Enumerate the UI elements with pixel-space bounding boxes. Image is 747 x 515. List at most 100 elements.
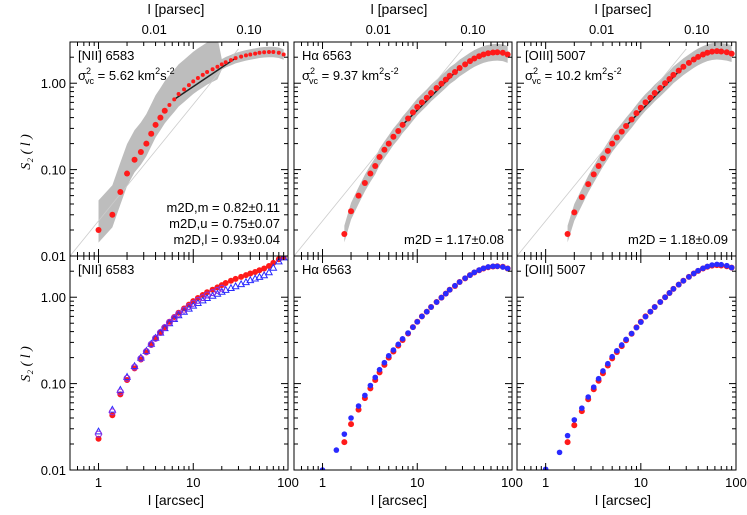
data-point xyxy=(685,59,692,66)
data-point xyxy=(590,384,597,390)
plot-area xyxy=(294,43,511,256)
data-point xyxy=(657,85,664,92)
data-point xyxy=(695,267,701,274)
sigma-annotation: σ2 vc = 9.37 km2s-2 xyxy=(302,66,399,86)
data-point xyxy=(428,90,435,97)
data-point xyxy=(647,308,654,315)
data-point xyxy=(419,313,425,320)
data-point xyxy=(489,49,496,56)
data-point xyxy=(680,277,687,284)
data-point xyxy=(578,194,585,201)
data-point xyxy=(381,146,388,153)
y-tick-label: 0.10 xyxy=(41,377,66,392)
panel-top-left: 0.01 0.10 0.01 0.10 1.00 [NII] 6583 σ2 vc = 5.6… xyxy=(41,22,289,264)
top-tick-label: 0.10 xyxy=(236,22,261,37)
data-point xyxy=(95,226,102,233)
data-point xyxy=(571,209,578,216)
data-point xyxy=(504,265,511,272)
x-tick-label: 100 xyxy=(277,475,299,490)
y-axis-label-top: S₂ ( l ) xyxy=(19,134,34,170)
data-point xyxy=(423,308,430,315)
data-point xyxy=(714,261,720,268)
x-tick-label: 1 xyxy=(542,475,549,490)
data-point xyxy=(152,121,159,128)
data-point xyxy=(670,71,677,78)
data-point xyxy=(264,267,274,276)
data-point xyxy=(399,336,406,342)
top-axis-label-2: l [parsec] xyxy=(371,1,428,17)
data-point xyxy=(428,304,434,310)
x-tick-label: 10 xyxy=(410,475,424,490)
data-point xyxy=(399,121,406,128)
data-point xyxy=(662,294,668,301)
top-tick-label: 0.10 xyxy=(460,22,485,37)
data-point xyxy=(605,360,611,367)
data-point xyxy=(376,153,383,160)
data-point xyxy=(485,50,492,57)
data-point xyxy=(228,58,233,63)
data-point xyxy=(446,286,453,293)
panel-top-middle: 0.01 0.10 Hα 6563 σ2 vc = 9.37 km2s-2 m2D = 1… xyxy=(293,22,513,257)
data-point xyxy=(571,422,578,429)
data-point xyxy=(157,114,164,121)
data-point xyxy=(585,181,592,188)
data-point xyxy=(666,75,673,82)
data-point xyxy=(480,51,487,58)
data-point xyxy=(595,375,602,382)
data-point xyxy=(142,346,151,354)
data-point xyxy=(274,257,283,265)
data-point xyxy=(670,286,677,292)
data-point xyxy=(405,115,412,122)
data-point xyxy=(409,109,416,116)
model-band xyxy=(98,42,284,243)
x-tick-label: 10 xyxy=(186,475,200,490)
data-point xyxy=(124,170,131,177)
data-point xyxy=(728,50,735,57)
data-point xyxy=(256,267,263,274)
top-axis-label-3: l [parsec] xyxy=(595,1,652,17)
data-point xyxy=(657,299,664,305)
data-point xyxy=(395,341,402,348)
data-point xyxy=(618,128,625,135)
data-point xyxy=(471,269,478,276)
data-point xyxy=(675,67,682,74)
data-point xyxy=(348,208,355,215)
data-point xyxy=(194,294,201,301)
data-point xyxy=(142,348,150,356)
data-point xyxy=(137,355,145,363)
data-point xyxy=(222,280,229,287)
data-point xyxy=(262,50,267,55)
data-point xyxy=(248,52,253,57)
x-tick-label: 10 xyxy=(634,475,648,490)
data-point xyxy=(633,110,640,117)
reference-line xyxy=(294,48,463,256)
data-point xyxy=(175,310,183,318)
data-point xyxy=(341,230,348,237)
data-point xyxy=(637,104,644,111)
data-point xyxy=(131,156,138,163)
data-point xyxy=(405,330,411,336)
data-point xyxy=(148,130,155,137)
data-point xyxy=(709,48,716,55)
top-axis-label-1: l [parsec] xyxy=(148,1,205,17)
panel-title: [OIII] 5007 xyxy=(525,48,586,63)
data-point xyxy=(232,275,239,282)
data-point xyxy=(109,211,116,218)
data-point xyxy=(564,432,571,439)
y-tick-label: 0.01 xyxy=(41,249,66,264)
data-point xyxy=(195,75,200,80)
data-point xyxy=(136,353,145,361)
data-point xyxy=(609,140,616,147)
panel-bottom-left: 1 10 100 0.01 0.10 1.00 [NII] 6583 xyxy=(41,255,299,490)
data-point xyxy=(170,314,179,323)
data-point xyxy=(614,347,620,354)
data-point xyxy=(385,140,392,147)
data-point xyxy=(117,391,124,398)
y-tick-label: 0.10 xyxy=(41,163,66,178)
data-point xyxy=(243,53,248,58)
sigma-annotation: σ2 vc = 5.62 km2s-2 xyxy=(78,66,175,86)
data-point xyxy=(485,264,491,270)
data-point xyxy=(628,116,635,123)
data-point xyxy=(700,265,706,272)
data-point xyxy=(390,347,397,353)
